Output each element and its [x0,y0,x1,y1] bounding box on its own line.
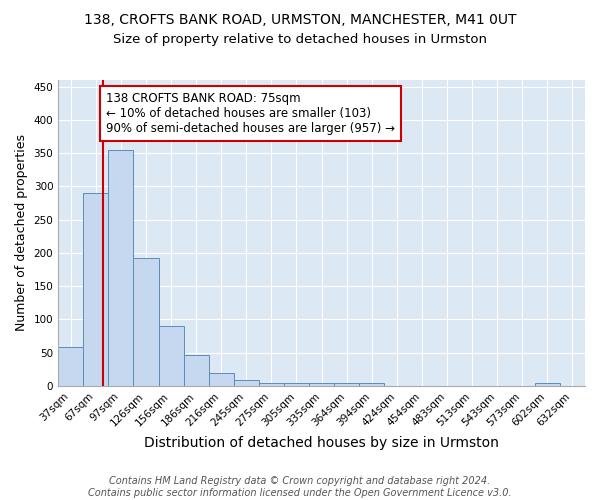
Bar [284,382,309,386]
Text: Contains HM Land Registry data © Crown copyright and database right 2024.
Contai: Contains HM Land Registry data © Crown c… [88,476,512,498]
Bar [259,384,284,386]
Bar [184,354,209,386]
Bar [334,384,359,386]
Y-axis label: Number of detached properties: Number of detached properties [15,134,28,332]
Bar [359,382,385,386]
Bar [309,382,334,386]
Bar [109,150,133,386]
Bar [209,372,234,386]
Text: 138 CROFTS BANK ROAD: 75sqm
← 10% of detached houses are smaller (103)
90% of se: 138 CROFTS BANK ROAD: 75sqm ← 10% of det… [106,92,395,135]
Bar [58,348,83,386]
X-axis label: Distribution of detached houses by size in Urmston: Distribution of detached houses by size … [144,436,499,450]
Bar [234,380,259,386]
Bar [133,258,158,386]
Bar [83,193,109,386]
Bar [158,326,184,386]
Text: Size of property relative to detached houses in Urmston: Size of property relative to detached ho… [113,32,487,46]
Text: 138, CROFTS BANK ROAD, URMSTON, MANCHESTER, M41 0UT: 138, CROFTS BANK ROAD, URMSTON, MANCHEST… [84,12,516,26]
Bar [535,384,560,386]
